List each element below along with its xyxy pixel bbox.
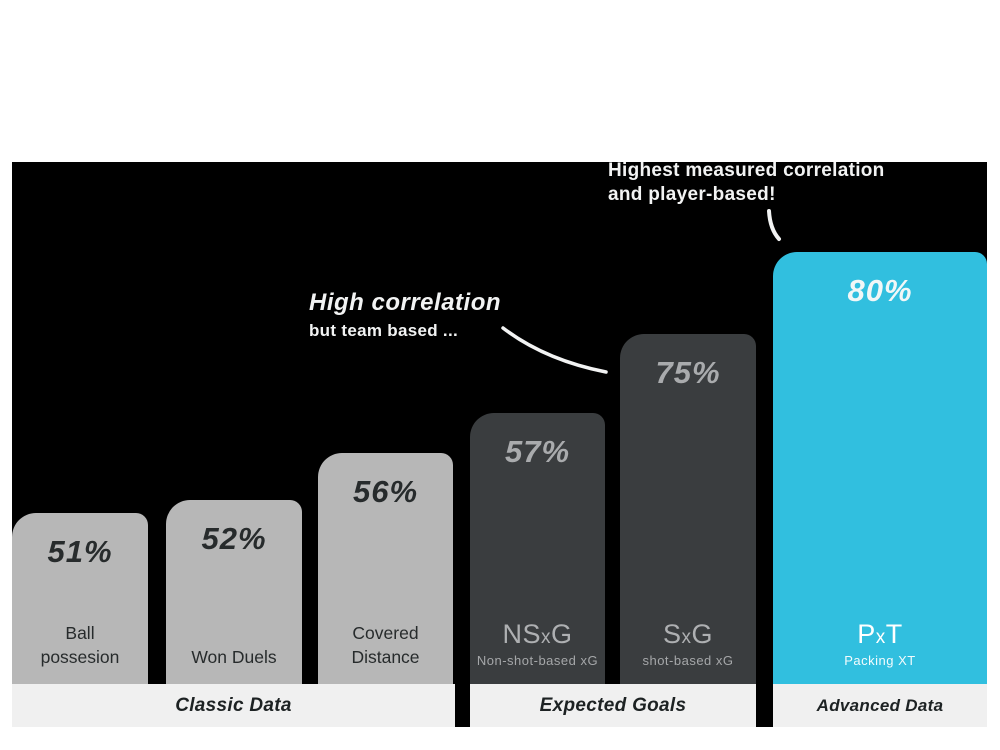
bar-label: Won Duels: [191, 647, 277, 667]
bar-label: Ball possesion: [40, 623, 120, 667]
bar-won-duels: 52% Won Duels: [166, 500, 302, 684]
bar-value: 51%: [47, 534, 113, 569]
bar-value: 57%: [504, 434, 571, 469]
bar-label: NSxG Non-shot-based xG: [470, 619, 605, 668]
bar-label: PxT Packing XT: [773, 619, 987, 668]
group-label: Advanced Data: [816, 695, 944, 715]
bar-sublabel: shot-based xG: [642, 653, 734, 668]
bar-covered-distance: 56% Covered Distance: [318, 453, 453, 684]
group-strip-classic-data: Classic Data: [12, 684, 455, 727]
bar-acronym: NSxG: [502, 619, 573, 649]
group-strip-expected-goals: Expected Goals: [470, 684, 756, 727]
bar-ball-possesion: 51% Ball possesion: [12, 513, 148, 684]
annotation-high-correlation: High correlation but team based ...: [309, 289, 502, 340]
group-label: Classic Data: [175, 694, 292, 716]
bar-pxt: 80% PxT Packing XT: [773, 252, 987, 684]
bar-value: 52%: [201, 521, 267, 556]
bar-acronym: PxT: [857, 619, 903, 649]
bar-nsxg: 57% NSxG Non-shot-based xG: [470, 413, 605, 684]
bar-sublabel: Packing XT: [844, 653, 916, 668]
group-strip-advanced-data: Advanced Data: [773, 684, 987, 727]
bar-value: 75%: [655, 355, 721, 390]
bar-sublabel: Non-shot-based xG: [476, 653, 599, 668]
bar-label: SxG shot-based xG: [620, 619, 756, 668]
bar-sxg: 75% SxG shot-based xG: [620, 334, 756, 684]
annotation-highest-correlation: Highest measured correlation and player-…: [608, 160, 885, 205]
bar-label: Covered Distance: [351, 623, 420, 667]
group-label: Expected Goals: [539, 694, 687, 716]
bar-value: 56%: [352, 474, 419, 509]
bar-acronym: SxG: [662, 619, 714, 649]
bar-value: 80%: [847, 273, 913, 308]
